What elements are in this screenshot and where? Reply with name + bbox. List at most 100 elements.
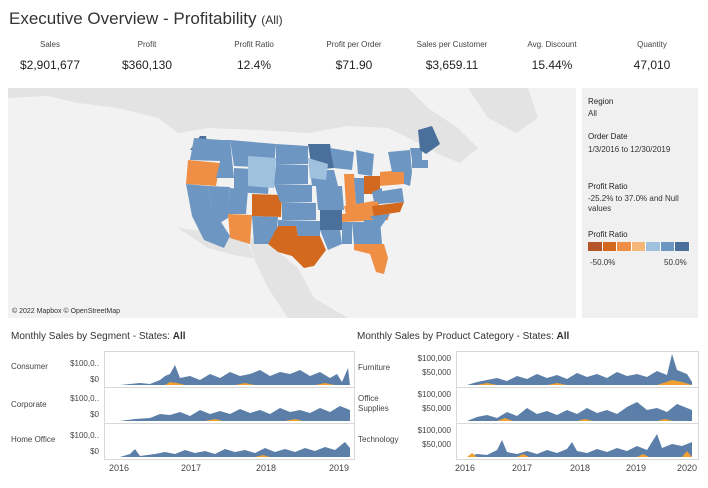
sparkline-technology-svg[interactable] <box>457 424 698 459</box>
sparkline-consumer-svg[interactable] <box>105 352 354 387</box>
title-text: Executive Overview - Profitability <box>9 9 257 28</box>
kpi-label: Avg. Discount <box>527 40 577 49</box>
state-south-carolina[interactable] <box>370 214 390 228</box>
state-pennsylvania[interactable] <box>380 170 404 186</box>
state-missouri[interactable] <box>316 186 344 210</box>
sales-area <box>120 406 350 421</box>
profit-area <box>255 455 270 457</box>
state-indiana[interactable] <box>354 178 364 204</box>
kpi-label: Profit Ratio <box>234 40 274 49</box>
sparkline-furniture[interactable] <box>456 351 699 388</box>
state-arizona[interactable] <box>228 214 252 244</box>
sparkline-office-supplies[interactable] <box>456 387 699 424</box>
state-florida[interactable] <box>354 244 388 274</box>
row-label-office-supplies: Office Supplies <box>358 394 389 413</box>
state-ohio[interactable] <box>364 176 380 194</box>
kpi-sales-per-customer[interactable]: Sales per Customer $3,659.11 <box>402 40 502 72</box>
state-louisiana[interactable] <box>320 230 342 250</box>
kpi-value: 15.44% <box>531 58 573 72</box>
state-oregon[interactable] <box>186 160 220 186</box>
mexico-landmass <box>248 238 348 318</box>
sparkline-home-office-svg[interactable] <box>105 424 354 459</box>
state-washington[interactable] <box>190 138 222 161</box>
x-tick-year: 2020 <box>677 463 698 473</box>
category-title-text: Monthly Sales by Product Category - Stat… <box>357 331 554 342</box>
x-tick-year: 2018 <box>256 463 277 473</box>
state-north-carolina[interactable] <box>372 202 404 216</box>
state-nevada[interactable] <box>208 186 230 224</box>
state-maine[interactable] <box>418 126 440 154</box>
kpi-avg-discount[interactable]: Avg. Discount 15.44% <box>502 40 602 72</box>
map-canvas[interactable] <box>8 88 576 318</box>
kpi-label: Sales <box>39 40 60 49</box>
sales-area <box>120 442 350 457</box>
y-tick-top: $100,000 <box>417 354 451 363</box>
us-states[interactable] <box>186 126 440 274</box>
sparkline-furniture-svg[interactable] <box>457 352 698 387</box>
state-nebraska[interactable] <box>274 184 312 202</box>
y-tick-top: $100,0.. <box>70 394 99 403</box>
state-new-jersey[interactable] <box>404 170 412 186</box>
state-wisconsin[interactable] <box>330 148 354 170</box>
date-filter-title: Order Date <box>588 132 628 141</box>
region-filter-value[interactable]: All <box>588 109 597 118</box>
state-illinois[interactable] <box>344 174 356 206</box>
kpi-sales[interactable]: Sales $2,901,677 <box>0 40 100 72</box>
state-utah[interactable] <box>228 188 248 214</box>
state-arkansas[interactable] <box>320 210 342 230</box>
legend-swatch-1 <box>602 242 618 251</box>
us-state-map[interactable]: © 2022 Mapbox © OpenStreetMap <box>8 88 576 318</box>
ratio-filter-value[interactable]: -25.2% to 37.0% and Null values <box>588 194 679 213</box>
profit-area <box>205 419 303 421</box>
state-light-wyoming-area[interactable] <box>248 156 276 188</box>
state-massachusetts[interactable] <box>412 160 428 168</box>
row-label-home-office: Home Office <box>11 435 56 444</box>
sparkline-consumer[interactable] <box>104 351 355 388</box>
y-tick-top: $100,000 <box>417 390 451 399</box>
kpi-profit-per-order[interactable]: Profit per Order $71.90 <box>304 40 404 72</box>
sparkline-home-office[interactable] <box>104 423 355 460</box>
sparkline-corporate-svg[interactable] <box>105 388 354 423</box>
state-south-dakota[interactable] <box>274 164 308 184</box>
state-west-virginia[interactable] <box>372 188 382 202</box>
state-vermont-nh[interactable] <box>410 148 422 160</box>
state-north-dakota[interactable] <box>276 144 308 164</box>
state-highlight-light[interactable] <box>308 158 328 180</box>
legend-swatch-3 <box>631 242 647 251</box>
state-virginia[interactable] <box>376 188 404 204</box>
kpi-row: Sales $2,901,677 Profit $360,130 Profit … <box>0 40 708 84</box>
state-new-york[interactable] <box>388 150 412 172</box>
state-kansas[interactable] <box>282 202 316 220</box>
region-filter-title: Region <box>588 97 614 106</box>
state-idaho[interactable] <box>216 140 234 178</box>
state-california[interactable] <box>186 184 230 248</box>
state-oklahoma[interactable] <box>278 220 320 236</box>
kpi-profit-ratio[interactable]: Profit Ratio 12.4% <box>204 40 304 72</box>
kpi-quantity[interactable]: Quantity 47,010 <box>602 40 702 72</box>
state-alabama[interactable] <box>352 222 364 244</box>
ratio-filter-title: Profit Ratio <box>588 182 628 191</box>
legend-swatch-4 <box>646 242 661 251</box>
kpi-value: $360,130 <box>121 58 173 72</box>
sales-area <box>467 402 692 421</box>
filter-panel: Region All Order Date 1/3/2016 to 12/30/… <box>582 88 698 318</box>
sparkline-office-supplies-svg[interactable] <box>457 388 698 423</box>
map-credit[interactable]: © 2022 Mapbox © OpenStreetMap <box>12 308 120 315</box>
x-tick-year: 2019 <box>626 463 647 473</box>
kpi-label: Quantity <box>637 40 667 49</box>
sparkline-corporate[interactable] <box>104 387 355 424</box>
legend-max-label: 50.0% <box>664 258 687 267</box>
category-panel-title: Monthly Sales by Product Category - Stat… <box>357 331 569 342</box>
sparkline-technology[interactable] <box>456 423 699 460</box>
state-georgia[interactable] <box>364 220 382 244</box>
kpi-profit[interactable]: Profit $360,130 <box>97 40 197 72</box>
x-tick-year: 2017 <box>181 463 202 473</box>
state-new-mexico[interactable] <box>252 216 278 244</box>
state-mississippi[interactable] <box>342 222 352 244</box>
state-michigan[interactable] <box>356 150 374 176</box>
date-filter-value[interactable]: 1/3/2016 to 12/30/2019 <box>588 145 671 154</box>
state-colorado[interactable] <box>252 194 282 217</box>
state-texas[interactable] <box>268 226 326 268</box>
kpi-label: Profit <box>137 40 157 49</box>
y-tick-top: $100,0.. <box>70 431 99 440</box>
